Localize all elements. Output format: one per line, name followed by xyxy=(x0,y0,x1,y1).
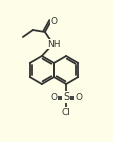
Text: O: O xyxy=(50,16,57,26)
Text: NH: NH xyxy=(47,39,60,49)
Text: S: S xyxy=(62,92,69,102)
Text: O: O xyxy=(50,92,57,102)
Text: Cl: Cl xyxy=(61,108,70,117)
Text: O: O xyxy=(74,92,81,102)
